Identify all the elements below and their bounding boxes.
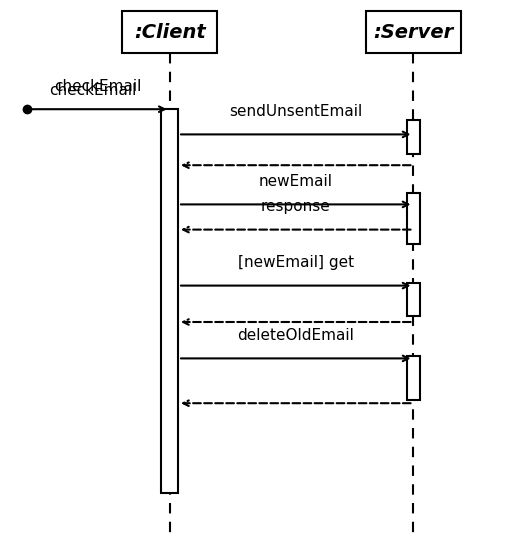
- Bar: [407, 356, 420, 400]
- FancyBboxPatch shape: [366, 11, 461, 53]
- Bar: [407, 120, 420, 154]
- Text: checkEmail: checkEmail: [55, 78, 142, 94]
- Text: newEmail: newEmail: [259, 174, 333, 189]
- Bar: [161, 109, 178, 493]
- Bar: [407, 193, 420, 244]
- Text: checkEmail: checkEmail: [49, 83, 136, 98]
- Text: deleteOldEmail: deleteOldEmail: [237, 328, 354, 343]
- Bar: [407, 283, 420, 316]
- Text: response: response: [261, 199, 331, 214]
- Text: :Client: :Client: [134, 23, 206, 41]
- FancyBboxPatch shape: [122, 11, 217, 53]
- Text: :Server: :Server: [373, 23, 454, 41]
- Text: sendUnsentEmail: sendUnsentEmail: [229, 104, 363, 119]
- Text: [newEmail] get: [newEmail] get: [237, 255, 354, 270]
